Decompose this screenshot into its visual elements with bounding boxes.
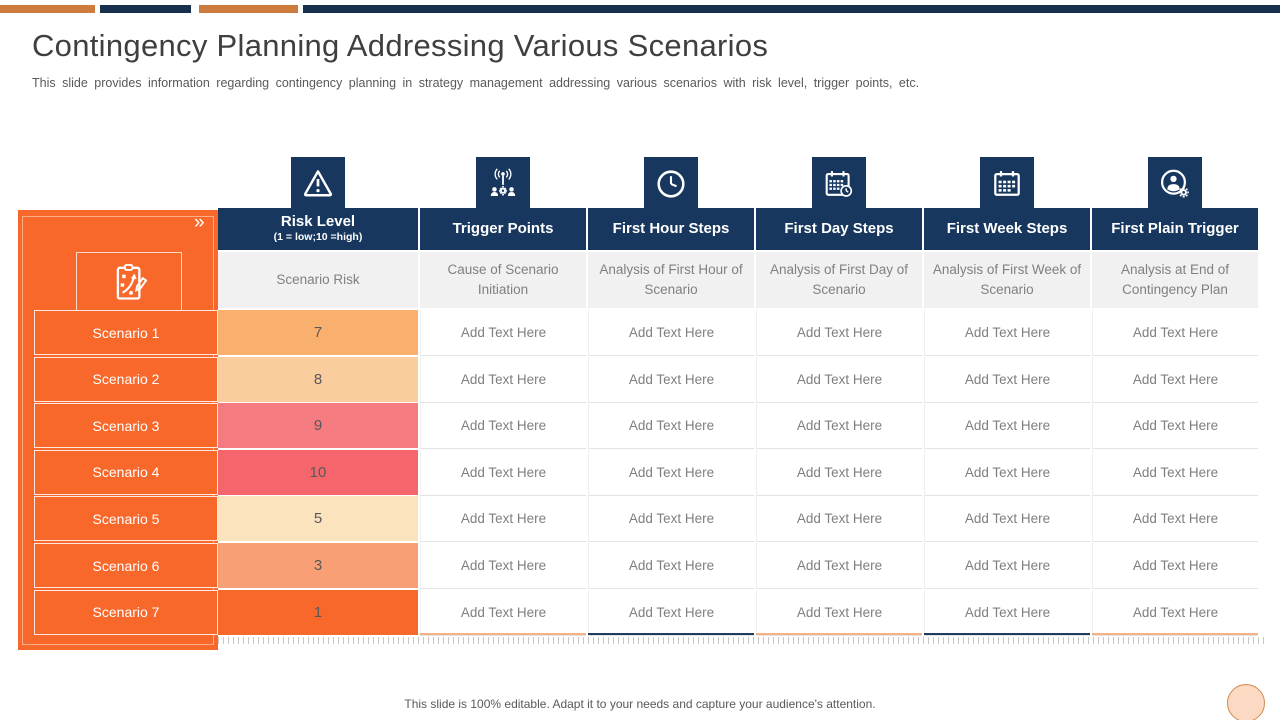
scenario-label: Scenario 5	[34, 496, 218, 542]
risk-value-cell: 1	[218, 589, 418, 635]
calendar-icon	[980, 157, 1034, 211]
column-subheader: Analysis of First Week of Scenario	[924, 252, 1090, 308]
topbar-segment	[0, 5, 95, 13]
risk-value-cell: 5	[218, 496, 418, 542]
topbar-segment	[100, 5, 191, 13]
placeholder-text-cell[interactable]: Add Text Here	[924, 496, 1090, 543]
warning-triangle-icon	[291, 157, 345, 211]
placeholder-text-cell[interactable]: Add Text Here	[756, 449, 922, 496]
column-header-sublabel: (1 = low;10 =high)	[273, 230, 363, 243]
column-header: Trigger Points	[420, 208, 586, 250]
column-header-label: Risk Level	[280, 213, 356, 231]
scenario-label: Scenario 1	[34, 310, 218, 355]
placeholder-text-cell[interactable]: Add Text Here	[588, 403, 754, 450]
column-header: First Week Steps	[924, 208, 1090, 250]
column-header-label: First Plain Trigger	[1111, 219, 1239, 237]
scenario-label: Scenario 2	[34, 356, 218, 402]
placeholder-text-cell[interactable]: Add Text Here	[924, 589, 1090, 636]
placeholder-text-cell[interactable]: Add Text Here	[588, 543, 754, 589]
placeholder-text-cell[interactable]: Add Text Here	[1092, 403, 1258, 450]
placeholder-text-cell[interactable]: Add Text Here	[924, 449, 1090, 496]
placeholder-text-cell[interactable]: Add Text Here	[420, 589, 586, 636]
placeholder-text-cell[interactable]: Add Text Here	[420, 310, 586, 356]
strategy-clipboard-icon	[76, 252, 182, 312]
footer-note: This slide is 100% editable. Adapt it to…	[404, 697, 876, 711]
risk-value-cell: 10	[218, 449, 418, 495]
table-bottom-border	[756, 633, 922, 635]
placeholder-text-cell[interactable]: Add Text Here	[588, 496, 754, 543]
placeholder-text-cell[interactable]: Add Text Here	[1092, 356, 1258, 403]
column-header: First Day Steps	[756, 208, 922, 250]
column-header: First Plain Trigger	[1092, 208, 1258, 250]
placeholder-text-cell[interactable]: Add Text Here	[1092, 496, 1258, 543]
placeholder-text-cell[interactable]: Add Text Here	[924, 403, 1090, 450]
risk-value-cell: 8	[218, 356, 418, 402]
scenario-label: Scenario 4	[34, 449, 218, 495]
topbar-segment	[303, 5, 1280, 13]
column-subheader: Scenario Risk	[218, 252, 418, 308]
column-header-label: First Hour Steps	[612, 219, 730, 237]
dotted-divider	[218, 637, 1264, 644]
table-bottom-border	[588, 633, 754, 635]
column-header-label: First Week Steps	[946, 219, 1068, 237]
placeholder-text-cell[interactable]: Add Text Here	[756, 356, 922, 403]
placeholder-text-cell[interactable]: Add Text Here	[588, 356, 754, 403]
column-header-label: First Day Steps	[784, 219, 894, 237]
table-bottom-border	[420, 633, 586, 635]
page-title: Contingency Planning Addressing Various …	[32, 28, 769, 63]
column-subheader: Analysis of First Hour of Scenario	[588, 252, 754, 308]
column-subheader: Cause of Scenario Initiation	[420, 252, 586, 308]
user-info-gear-icon	[1148, 157, 1202, 211]
placeholder-text-cell[interactable]: Add Text Here	[588, 589, 754, 636]
placeholder-text-cell[interactable]: Add Text Here	[1092, 543, 1258, 589]
placeholder-text-cell[interactable]: Add Text Here	[924, 356, 1090, 403]
scenario-label: Scenario 3	[34, 403, 218, 449]
placeholder-text-cell[interactable]: Add Text Here	[420, 356, 586, 403]
placeholder-text-cell[interactable]: Add Text Here	[420, 496, 586, 543]
clock-icon	[644, 157, 698, 211]
placeholder-text-cell[interactable]: Add Text Here	[1092, 449, 1258, 496]
calendar-clock-icon	[812, 157, 866, 211]
column-header-label: Trigger Points	[452, 219, 554, 237]
broadcast-people-icon	[476, 157, 530, 211]
risk-value-cell: 3	[218, 543, 418, 588]
placeholder-text-cell[interactable]: Add Text Here	[1092, 310, 1258, 356]
placeholder-text-cell[interactable]: Add Text Here	[420, 543, 586, 589]
placeholder-text-cell[interactable]: Add Text Here	[588, 449, 754, 496]
corner-circle-decoration	[1227, 684, 1265, 720]
double-chevron-icon: »	[194, 212, 204, 233]
page-subtitle: This slide provides information regardin…	[32, 76, 920, 90]
topbar-segment	[199, 5, 298, 13]
table-bottom-border	[924, 633, 1090, 635]
placeholder-text-cell[interactable]: Add Text Here	[588, 310, 754, 356]
placeholder-text-cell[interactable]: Add Text Here	[756, 589, 922, 636]
column-header: First Hour Steps	[588, 208, 754, 250]
scenario-label: Scenario 6	[34, 543, 218, 588]
risk-value-cell: 9	[218, 403, 418, 449]
column-subheader: Analysis of First Day of Scenario	[756, 252, 922, 308]
placeholder-text-cell[interactable]: Add Text Here	[924, 543, 1090, 589]
placeholder-text-cell[interactable]: Add Text Here	[756, 310, 922, 356]
column-header: Risk Level (1 = low;10 =high)	[218, 208, 418, 250]
placeholder-text-cell[interactable]: Add Text Here	[924, 310, 1090, 356]
placeholder-text-cell[interactable]: Add Text Here	[756, 403, 922, 450]
placeholder-text-cell[interactable]: Add Text Here	[420, 403, 586, 450]
risk-value-cell: 7	[218, 310, 418, 355]
column-subheader: Analysis at End of Contingency Plan	[1092, 252, 1258, 308]
placeholder-text-cell[interactable]: Add Text Here	[1092, 589, 1258, 636]
table-bottom-border	[1092, 633, 1258, 635]
placeholder-text-cell[interactable]: Add Text Here	[756, 496, 922, 543]
placeholder-text-cell[interactable]: Add Text Here	[756, 543, 922, 589]
placeholder-text-cell[interactable]: Add Text Here	[420, 449, 586, 496]
scenario-label: Scenario 7	[34, 589, 218, 635]
